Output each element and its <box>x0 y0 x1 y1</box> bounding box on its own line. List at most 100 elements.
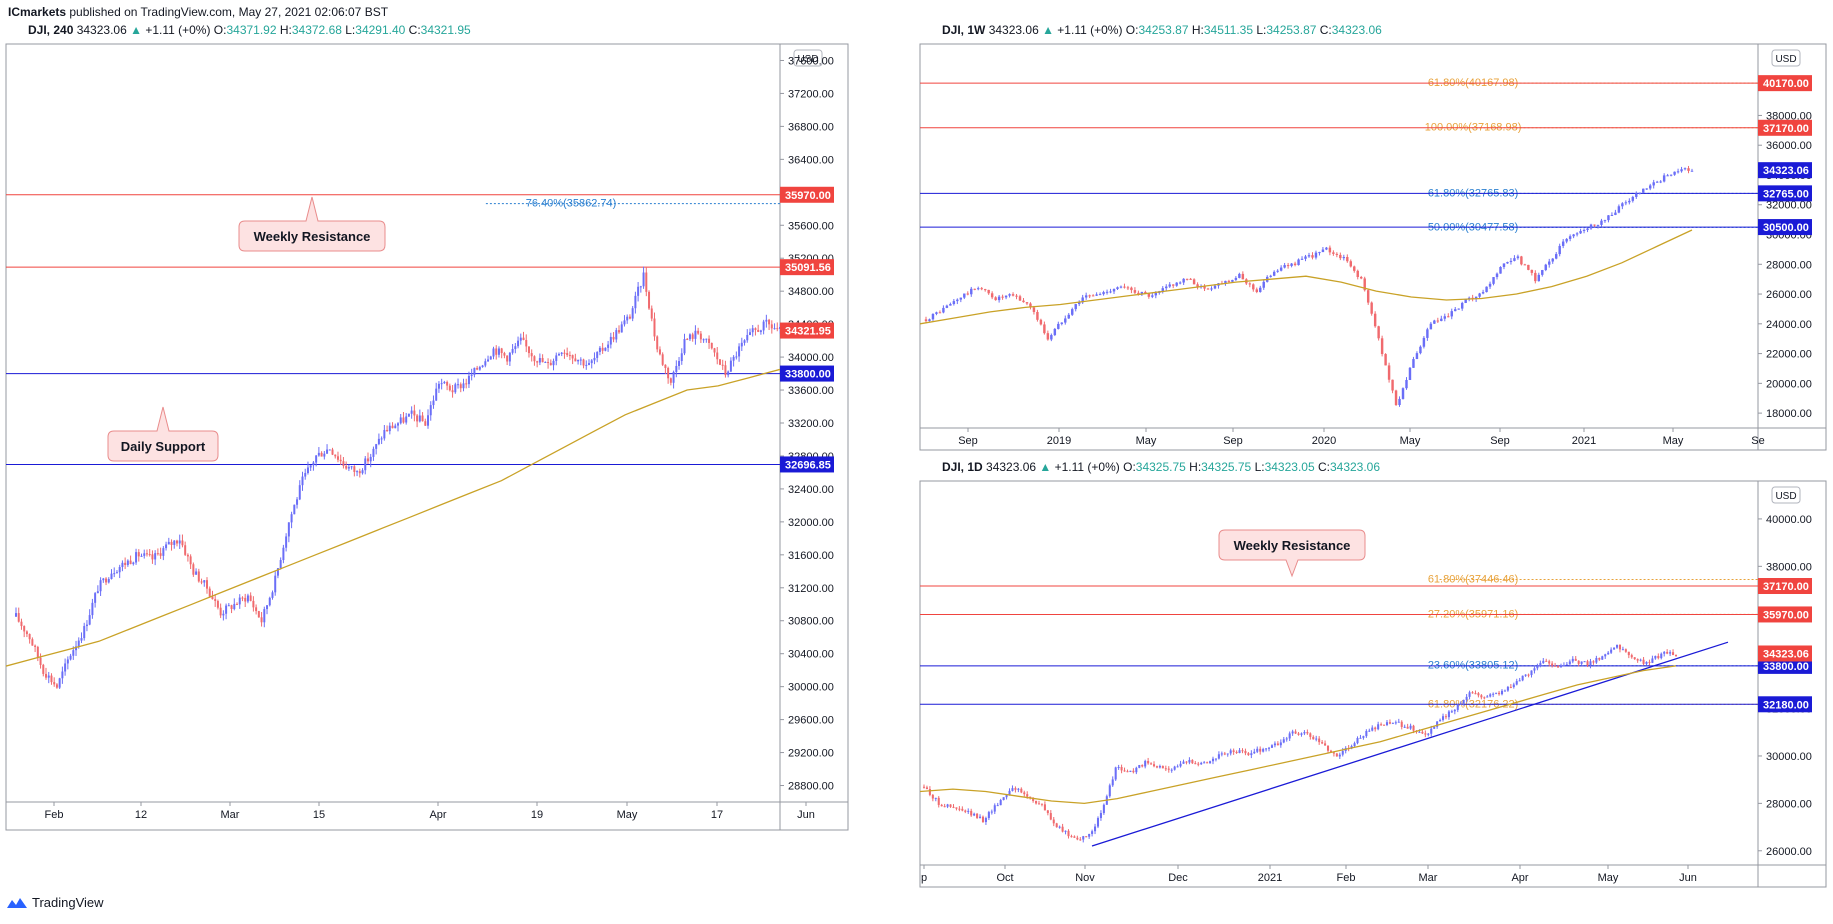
candle-body <box>519 337 522 341</box>
currency-badge[interactable] <box>793 49 823 67</box>
candle-body <box>1290 263 1293 266</box>
chart-panel-top-right[interactable]: DJI, 1W 34323.06 ▲ +1.11 (+0%) O:34253.8… <box>919 23 1827 451</box>
current-price-tag <box>1758 162 1812 179</box>
plot-area[interactable]: 76.40%(35862.74) <box>6 194 781 689</box>
candle-body <box>1312 736 1315 740</box>
candle-body <box>1229 750 1232 754</box>
candle-body <box>1657 655 1660 659</box>
candle-body <box>1315 738 1318 740</box>
candle-body <box>165 544 168 549</box>
candle-body <box>1444 716 1448 718</box>
candle-body <box>983 289 987 291</box>
candle-body <box>1456 704 1459 710</box>
candle-body <box>383 429 386 439</box>
candle-body <box>1506 686 1509 691</box>
candle-body <box>1029 303 1032 308</box>
candle-body <box>246 595 249 602</box>
callout-annotation[interactable]: Weekly Resistance <box>238 196 386 252</box>
candle-body <box>372 448 375 457</box>
candle-body <box>588 363 590 365</box>
candle-body <box>1064 318 1067 323</box>
candle-body <box>970 810 973 816</box>
candle-body <box>1119 286 1123 288</box>
x-tick-label: May <box>1400 435 1421 447</box>
candle-body <box>1311 255 1314 258</box>
candle-body <box>1020 788 1023 793</box>
candle-body <box>219 607 222 616</box>
candle-body <box>1076 837 1079 840</box>
level-price-tag <box>780 365 834 382</box>
candle-body <box>973 813 976 816</box>
candle-body <box>1285 738 1288 740</box>
candle-body <box>1384 354 1387 366</box>
candle-body <box>634 295 637 309</box>
candle-body <box>705 338 708 340</box>
candle-body <box>770 324 773 329</box>
candle-body <box>1450 711 1453 713</box>
currency-badge[interactable] <box>1771 49 1801 67</box>
symbol-legend: DJI, 240 34323.06 ▲ +1.11 (+0%) O:34371.… <box>28 23 471 37</box>
candle-body <box>1521 675 1524 681</box>
candle-body <box>645 272 648 292</box>
candle-body <box>1108 785 1111 797</box>
candle-body <box>1652 182 1655 186</box>
candle-body <box>1328 247 1332 253</box>
candle-body <box>1429 323 1433 330</box>
callout-box <box>238 196 386 252</box>
candle-body <box>339 459 342 462</box>
level-price-tag <box>1758 185 1812 202</box>
candle-body <box>1309 733 1312 737</box>
candle-body <box>1398 398 1401 405</box>
candle-body <box>563 352 566 354</box>
candle-body <box>1335 253 1339 255</box>
tradingview-brand[interactable]: TradingView <box>6 895 104 910</box>
candle-body <box>1144 291 1147 294</box>
candle-body <box>1060 322 1064 324</box>
candle-body <box>1220 753 1223 755</box>
y-tick-label: 18000.00 <box>1766 408 1812 420</box>
candle-body <box>1582 229 1586 231</box>
candle-body <box>1147 760 1150 764</box>
x-tick-label: Apr <box>429 809 446 821</box>
plot-area[interactable]: 61.80%(37446.46)27.20%(35971.16)23.60%(3… <box>920 573 1758 847</box>
candle-body <box>732 356 735 361</box>
plot-area[interactable]: 61.80%(40167.98)100.00%(37168.98)61.80%(… <box>920 77 1758 407</box>
candle-body <box>1152 764 1156 767</box>
candle-body <box>236 603 239 605</box>
level-price-label: 32180.00 <box>1763 699 1809 711</box>
candle-body <box>1356 270 1359 277</box>
candle-body <box>497 348 500 355</box>
currency-badge[interactable] <box>1771 486 1801 504</box>
candle-body <box>1512 684 1515 688</box>
candle-body <box>990 811 993 813</box>
candle-body <box>1200 762 1203 765</box>
callout-annotation[interactable]: Weekly Resistance <box>1218 529 1366 578</box>
callout-annotation[interactable]: Daily Support <box>107 406 219 462</box>
legend-part: ▲ <box>1039 460 1054 474</box>
candle-body <box>1394 390 1398 405</box>
candle-body <box>601 347 604 351</box>
candle-body <box>1362 736 1365 738</box>
candle-body <box>1593 224 1596 226</box>
candle-body <box>946 804 949 807</box>
legend-part: +1.11 (+0%) <box>145 23 213 37</box>
candle-body <box>20 621 23 627</box>
chart-panel-bottom-right[interactable]: DJI, 1D 34323.06 ▲ +1.11 (+0%) O:34325.7… <box>919 460 1827 888</box>
chart-panel-left[interactable]: DJI, 240 34323.06 ▲ +1.11 (+0%) O:34371.… <box>5 23 849 831</box>
candle-body <box>577 359 580 362</box>
candle-body <box>1509 686 1512 688</box>
candle-body <box>1175 282 1178 286</box>
x-tick-label: Jun <box>1679 872 1697 884</box>
legend-part: L: <box>1255 460 1265 474</box>
candle-body <box>309 465 312 468</box>
candle-body <box>530 353 533 357</box>
candle-body <box>1669 174 1673 176</box>
candle-body <box>85 624 88 627</box>
candle-body <box>1430 728 1433 734</box>
level-price-label: 35970.00 <box>785 190 831 202</box>
x-tick-label: 2020 <box>1312 435 1336 447</box>
candle-body <box>675 365 678 372</box>
legend-part: H: <box>1192 23 1204 37</box>
candle-body <box>1474 693 1477 695</box>
